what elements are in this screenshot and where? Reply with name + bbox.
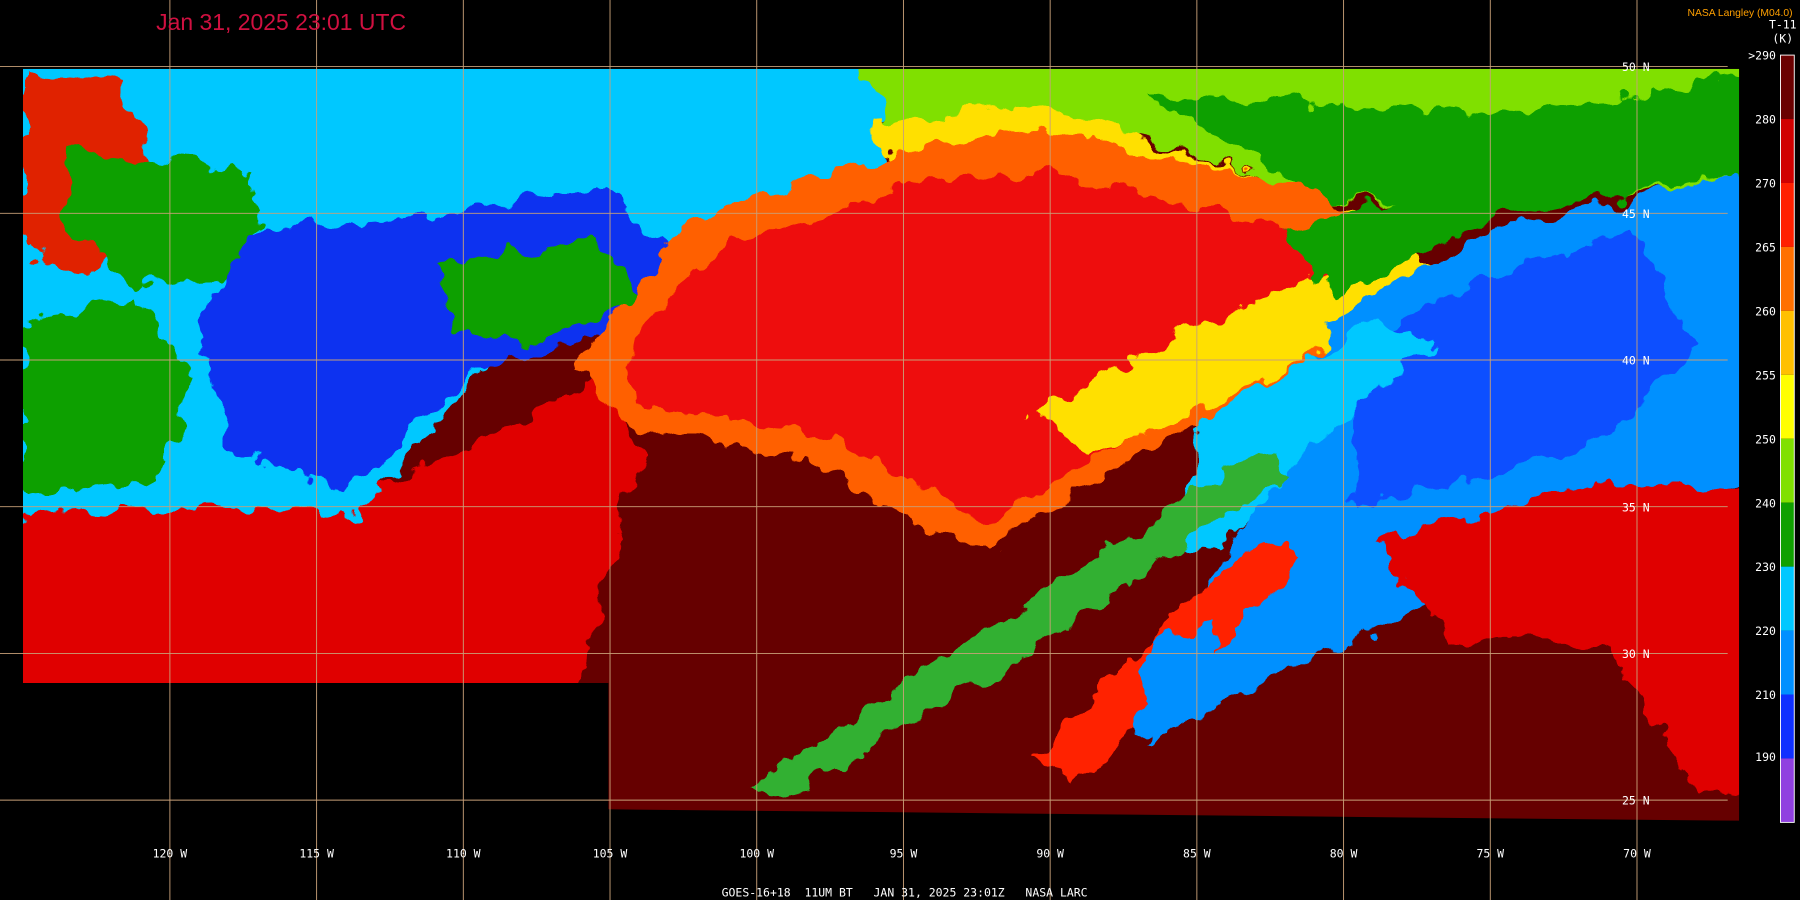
longitude-label: 115 W (299, 847, 334, 861)
latitude-label: 45 N (1622, 207, 1650, 221)
deepblue-field (1354, 229, 1699, 506)
red-field (22, 378, 643, 712)
longitude-label: 120 W (153, 847, 188, 861)
colorbar-label: T-11 (1769, 18, 1797, 32)
colorbar-segment (1780, 502, 1795, 567)
latitude-label: 50 N (1622, 60, 1650, 74)
colorbar-segment (1780, 566, 1795, 631)
colorbar-segment (1780, 182, 1795, 247)
title: Jan 31, 2025 23:01 UTC (156, 9, 406, 35)
graticule: 120 W 115 W 110 W 105 W 100 W 95 W 90 W 85 W 80 … (0, 0, 1728, 900)
longitude-label: 110 W (446, 847, 481, 861)
colorbar-tick-label: 250 (1755, 432, 1776, 446)
colorbar-segment (1780, 374, 1795, 439)
red-field (1377, 482, 1740, 804)
colorbar-segment (1780, 55, 1795, 120)
green-field (22, 298, 196, 494)
red-field (619, 172, 1355, 529)
latitude-label: 30 N (1622, 647, 1650, 661)
colorbar-segment (1780, 246, 1795, 311)
colorbar-segment (1780, 630, 1795, 695)
front-band (746, 447, 1292, 798)
colorbar-tick-label: 220 (1755, 624, 1776, 638)
colorbar-tick-label: 230 (1755, 560, 1776, 574)
latitude-label: 25 N (1622, 794, 1650, 808)
colorbar-segment (1780, 758, 1795, 823)
colorbar-segment (1780, 438, 1795, 503)
longitude-label: 85 W (1183, 847, 1211, 861)
latitude-label: 40 N (1622, 354, 1650, 368)
longitude-label: 80 W (1330, 847, 1358, 861)
footer: GOES-16+18 11UM BT JAN 31, 2025 23:01Z N… (722, 886, 1088, 900)
colorbar-segment (1780, 310, 1795, 375)
longitude-label: 105 W (593, 847, 628, 861)
longitude-label: 75 W (1476, 847, 1504, 861)
latitude-label: 35 N (1622, 500, 1650, 514)
colorbar-tick-label: 265 (1755, 241, 1776, 255)
colorbar-tick-label: >290 (1748, 49, 1776, 63)
colorbar-frame (1780, 54, 1795, 823)
colorbar-tick-label: 190 (1755, 750, 1776, 764)
colorbar-tick-label: 270 (1755, 177, 1776, 191)
colorbar-unit: (K) (1772, 31, 1793, 45)
colorbar-tick-label: 210 (1755, 688, 1776, 702)
green-field (68, 149, 265, 287)
green-field (436, 241, 643, 345)
colorbar-tick-label: 240 (1755, 496, 1776, 510)
colorbar-segment (1780, 119, 1795, 183)
longitude-label: 100 W (739, 847, 774, 861)
colorbar-tick-label: 260 (1755, 304, 1776, 318)
credit: NASA Langley (M04.0) (1688, 8, 1793, 19)
yellow-band (1033, 246, 1441, 454)
colorbar: >290 280 270 265 260 255 250 240 230 220 210 190 (1741, 48, 1800, 823)
colorbar-segment (1780, 694, 1795, 759)
longitude-label: 90 W (1036, 847, 1064, 861)
colorbar-tick-label: 280 (1755, 113, 1776, 127)
colorbar-tick-label: 255 (1755, 368, 1776, 382)
longitude-label: 95 W (890, 847, 918, 861)
green-band (1285, 126, 1740, 299)
cloud-fields (22, 68, 1740, 804)
longitude-label: 70 W (1623, 847, 1651, 861)
